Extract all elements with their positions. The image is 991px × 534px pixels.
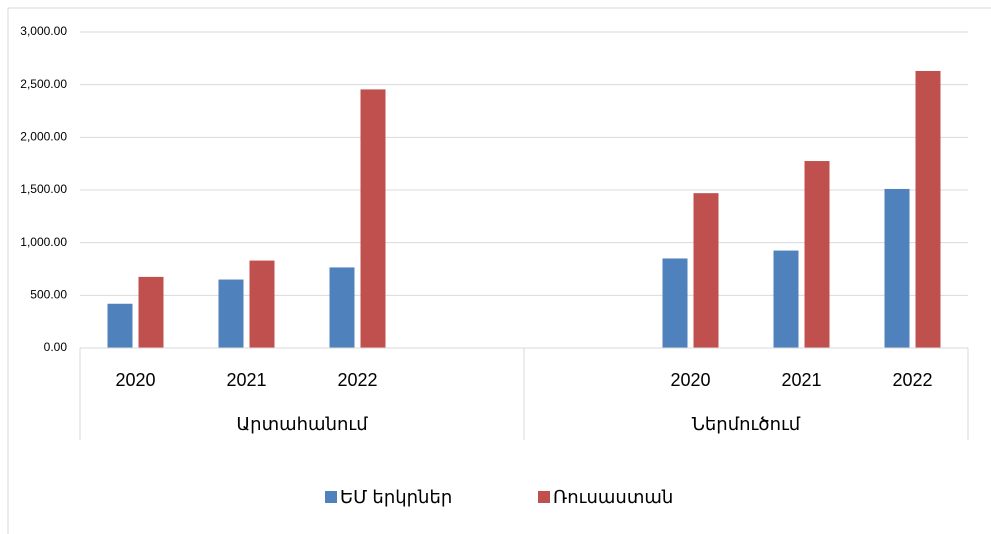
group-label: Ներմուծում: [692, 414, 801, 434]
y-tick-label: 500.00: [30, 288, 67, 302]
legend-swatch: [538, 491, 550, 503]
x-tick-label: 2022: [892, 370, 932, 390]
y-tick-label: 1,500.00: [20, 182, 67, 196]
legend-swatch: [325, 491, 337, 503]
legend-label: ԵՄ երկրներ: [340, 487, 452, 507]
bar: [915, 70, 941, 349]
bar: [884, 188, 910, 348]
bar: [773, 250, 799, 348]
bar: [662, 258, 688, 348]
bar: [107, 303, 133, 348]
y-tick-label: 1,000.00: [20, 235, 67, 249]
y-tick-label: 2,500.00: [20, 77, 67, 91]
y-tick-label: 2,000.00: [20, 130, 67, 144]
bar: [804, 161, 830, 348]
x-tick-label: 2022: [337, 370, 377, 390]
legend-label: Ռուսաստան: [553, 487, 673, 507]
bar: [249, 260, 275, 348]
y-tick-label: 3,000.00: [20, 24, 67, 38]
bar: [218, 279, 244, 348]
chart-frame: [7, 7, 991, 534]
x-tick-label: 2020: [670, 370, 710, 390]
group-label: Արտահանում: [236, 414, 368, 434]
bar: [138, 276, 164, 348]
bar: [360, 89, 386, 348]
y-tick-label: 0.00: [44, 340, 68, 354]
bar: [693, 193, 719, 348]
x-tick-label: 2020: [115, 370, 155, 390]
bar: [329, 267, 355, 348]
x-tick-label: 2021: [781, 370, 821, 390]
x-tick-label: 2021: [226, 370, 266, 390]
